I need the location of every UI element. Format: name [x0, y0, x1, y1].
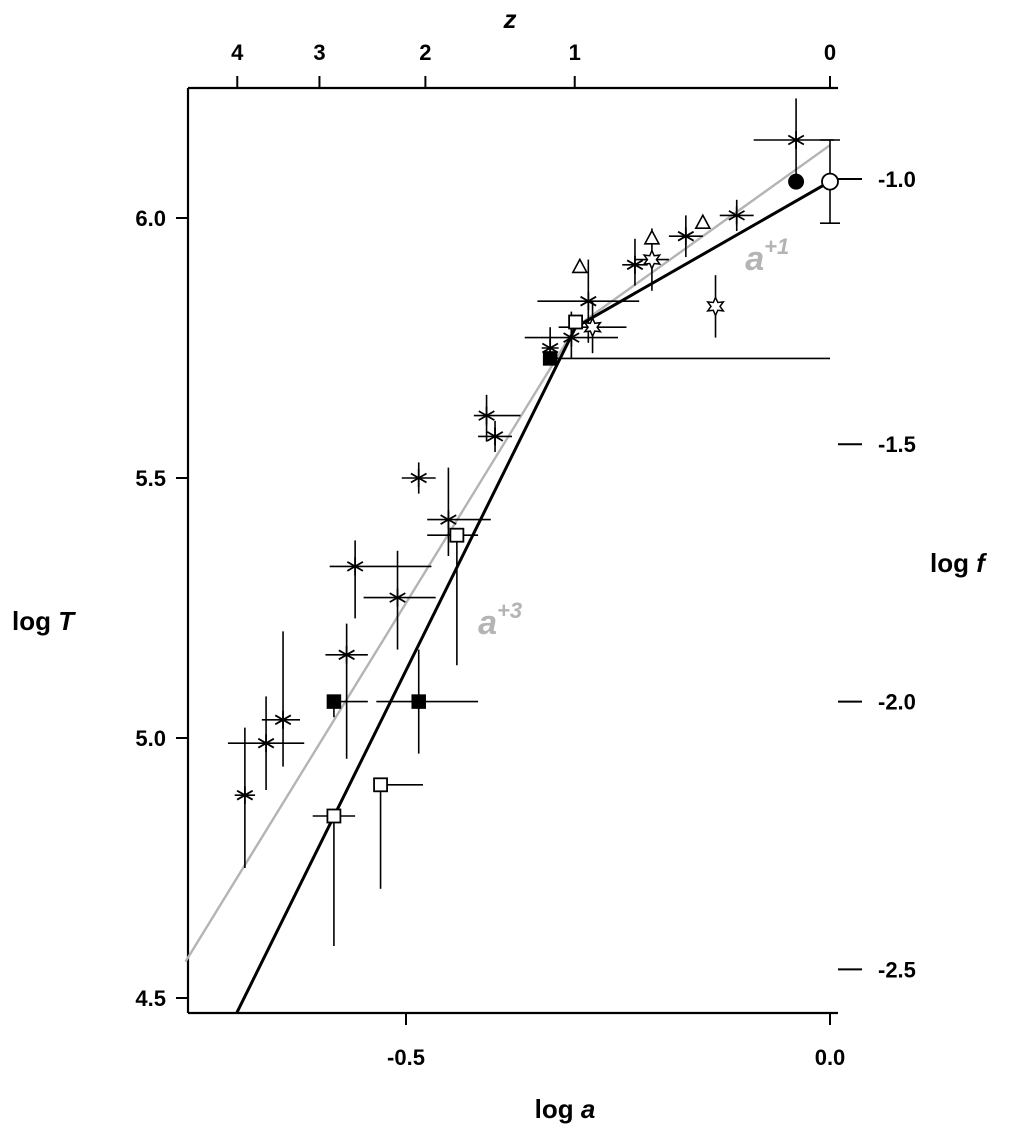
open-triangle-marker: [694, 213, 712, 229]
asterisk-stroke: [338, 649, 355, 661]
fit-label-exponent: +3: [497, 598, 522, 623]
asterisk-marker: [486, 427, 504, 446]
open-star-marker: [642, 248, 662, 271]
open-triangle-marker: [643, 229, 661, 245]
asterisk-marker: [626, 255, 644, 274]
asterisk-marker: [580, 292, 597, 311]
asterisk-marker: [677, 227, 695, 246]
asterisk-stroke: [389, 592, 406, 603]
open-circle-marker: [821, 172, 839, 191]
asterisk-stroke: [486, 431, 504, 442]
x-top-axis-title: z: [503, 4, 517, 34]
asterisk-stroke: [580, 295, 597, 307]
asterisk-stroke: [787, 134, 805, 146]
y-left-tick-label: 5.5: [135, 466, 166, 491]
asterisk-marker: [338, 645, 355, 664]
fit-labels-layer: a+1a+3: [478, 234, 789, 642]
y-left-tick-label: 6.0: [135, 206, 166, 231]
x-bottom-tick-label: 0.0: [815, 1045, 846, 1070]
asterisk-stroke: [728, 210, 745, 221]
asterisk-stroke: [626, 259, 644, 271]
x-bottom-axis-title: log a: [535, 1094, 596, 1124]
asterisk-stroke: [541, 342, 559, 354]
asterisk-stroke: [440, 514, 457, 525]
asterisk-marker: [728, 206, 745, 225]
asterisk-marker: [274, 710, 292, 729]
open-star-marker: [706, 295, 725, 318]
asterisk-stroke: [677, 230, 695, 242]
x-bottom-title-prefix: log: [535, 1094, 581, 1124]
fit-label-base: a: [478, 604, 497, 642]
fit-label: a+3: [478, 598, 522, 642]
y-right-tick-label: -1.0: [878, 167, 916, 192]
ticks-layer: -0.5 0.0 4 3 2 1 0 4.5 5.0 5.5 6.0 -1.0 -1.5 -2.0 -2.5: [135, 40, 916, 1070]
y-right-tick-label: -2.0: [878, 690, 916, 715]
open-square-marker: [449, 527, 465, 543]
asterisk-marker: [257, 734, 275, 753]
x-top-tick-label: 0: [824, 40, 836, 65]
y-left-axis-title: log T: [12, 606, 76, 636]
asterisk-stroke: [274, 714, 292, 726]
open-square-marker: [373, 777, 388, 793]
filled-circle-marker: [788, 173, 805, 190]
y-right-title-var: f: [976, 548, 987, 578]
fit-label-exponent: +1: [764, 234, 789, 259]
x-bottom-title-var: a: [581, 1094, 595, 1124]
y-right-title-prefix: log: [930, 548, 976, 578]
filled-square-marker: [411, 694, 426, 709]
plot-frame: [186, 86, 838, 1015]
open-square-marker: [568, 314, 583, 330]
asterisk-stroke: [236, 789, 254, 801]
open-square-marker: [326, 808, 342, 824]
x-top-tick-label: 1: [569, 40, 581, 65]
y-right-tick-label: -2.5: [878, 957, 916, 982]
asterisk-marker: [410, 469, 427, 487]
open-triangle-marker: [571, 257, 589, 274]
y-left-title-prefix: log: [12, 606, 58, 636]
y-left-title-var: T: [58, 606, 76, 636]
y-right-tick-label: -1.5: [878, 432, 916, 457]
asterisk-stroke: [257, 737, 275, 749]
fit-label: a+1: [745, 234, 789, 278]
asterisk-stroke: [346, 561, 364, 572]
asterisk-stroke: [410, 472, 427, 484]
asterisk-marker: [478, 406, 495, 425]
markers-layer: [236, 131, 839, 824]
y-left-tick-label: 4.5: [135, 986, 166, 1011]
x-top-tick-label: 3: [313, 40, 325, 65]
asterisk-marker: [236, 786, 254, 805]
asterisk-marker: [787, 131, 805, 149]
y-right-axis-title: log f: [930, 548, 987, 578]
x-top-tick-label: 4: [231, 40, 244, 65]
asterisk-marker: [346, 557, 364, 576]
fit-label-base: a: [745, 240, 764, 278]
asterisk-marker: [563, 328, 580, 347]
y-left-tick-label: 5.0: [135, 726, 166, 751]
filled-square-marker: [542, 351, 558, 366]
filled-square-marker: [326, 694, 342, 709]
asterisk-stroke: [563, 332, 580, 343]
open-star-marker: [583, 316, 603, 339]
x-bottom-tick-label: -0.5: [387, 1045, 425, 1070]
x-top-tick-label: 2: [419, 40, 431, 65]
asterisk-stroke: [478, 410, 495, 421]
asterisk-marker: [440, 510, 457, 529]
asterisk-marker: [389, 588, 406, 607]
